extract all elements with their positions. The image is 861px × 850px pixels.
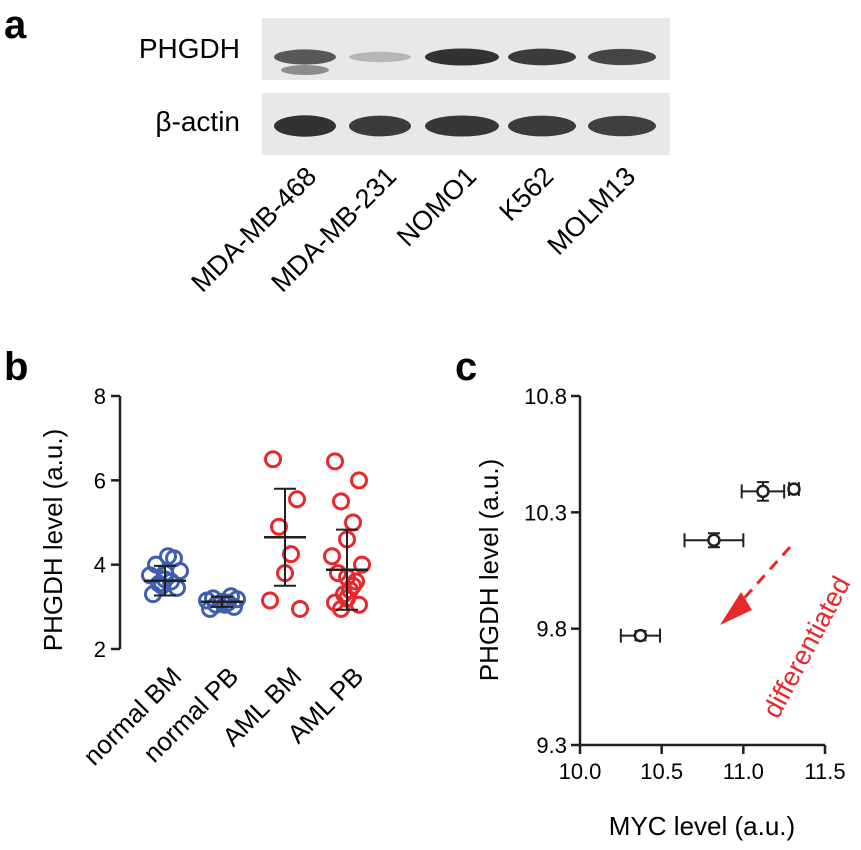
y-tick-label-c-2: 10.3 bbox=[524, 500, 567, 525]
y-axis-label-c: PHGDH level (a.u.) bbox=[474, 459, 504, 682]
panel-a-letter: a bbox=[4, 3, 27, 47]
y-tick-label-b-6: 6 bbox=[94, 468, 106, 493]
data-point-c-3 bbox=[756, 484, 770, 499]
band-phgdh-1 bbox=[274, 49, 336, 65]
lane-label-4: K562 bbox=[493, 161, 559, 227]
annotation-label: differentiated bbox=[757, 571, 857, 722]
lane-label-3: NOMO1 bbox=[391, 161, 482, 252]
data-point-b-3-1 bbox=[264, 450, 282, 469]
y-tick-label-b-2: 2 bbox=[94, 637, 106, 662]
blot-label-phgdh: PHGDH bbox=[139, 33, 240, 64]
data-point-b-3-6 bbox=[261, 591, 279, 610]
x-axis-label-c: MYC level (a.u.) bbox=[609, 811, 795, 841]
data-point-c-1 bbox=[633, 628, 648, 643]
band-phgdh-2 bbox=[349, 51, 411, 63]
band-actin-3 bbox=[425, 115, 499, 137]
data-point-b-4-3 bbox=[332, 492, 350, 511]
y-tick-label-b-4: 4 bbox=[94, 553, 106, 578]
blot-label-actin: β-actin bbox=[155, 106, 240, 137]
annotation-arrow-head bbox=[720, 592, 752, 625]
data-point-b-3-7 bbox=[291, 599, 309, 618]
data-point-b-4-8 bbox=[329, 564, 347, 583]
panel-c-letter: c bbox=[455, 345, 477, 389]
data-point-b-3-4 bbox=[282, 545, 300, 564]
panel-b-letter: b bbox=[4, 345, 28, 389]
y-tick-label-c-1: 9.8 bbox=[536, 617, 567, 642]
band-actin-2 bbox=[349, 115, 411, 137]
data-point-b-4-14 bbox=[350, 595, 368, 614]
band-phgdh-5 bbox=[588, 48, 656, 66]
data-point-c-2 bbox=[707, 533, 721, 548]
data-point-b-4-1 bbox=[326, 452, 344, 471]
blot-strip-phgdh bbox=[262, 18, 670, 80]
band-actin-1 bbox=[274, 115, 336, 137]
band-phgdh-3 bbox=[425, 48, 499, 66]
data-point-b-4-7 bbox=[353, 555, 371, 574]
blot-strip-actin bbox=[262, 93, 670, 155]
band-phgdh-secondary bbox=[281, 65, 329, 75]
data-point-b-3-2 bbox=[288, 490, 306, 509]
data-point-b-3-3 bbox=[270, 517, 288, 536]
x-tick-label-c-3: 11.5 bbox=[804, 759, 845, 784]
band-actin-4 bbox=[508, 115, 576, 137]
lane-label-5: MOLM13 bbox=[542, 161, 642, 261]
band-phgdh-4 bbox=[508, 48, 576, 66]
data-point-b-4-2 bbox=[350, 471, 368, 490]
y-tick-label-c-3: 10.8 bbox=[524, 384, 567, 409]
x-tick-label-c-2: 11.0 bbox=[723, 759, 764, 784]
data-point-c-4 bbox=[787, 482, 801, 496]
band-actin-5 bbox=[588, 115, 656, 137]
y-axis-label-b: PHGDH level (a.u.) bbox=[38, 429, 68, 652]
data-point-b-4-4 bbox=[344, 513, 362, 532]
x-tick-label-c-0: 10.0 bbox=[559, 759, 602, 784]
chart-c: 9.3 9.8 10.3 10.8 10.0 10.5 11.0 11.5 MYC level … bbox=[474, 384, 856, 841]
y-tick-label-c-0: 9.3 bbox=[536, 733, 567, 758]
data-point-b-1-11 bbox=[153, 576, 171, 595]
annotation-arrow-line bbox=[736, 545, 792, 607]
data-point-b-1-10 bbox=[159, 547, 177, 566]
x-tick-label-c-1: 10.5 bbox=[640, 759, 683, 784]
y-tick-label-b-8: 8 bbox=[94, 384, 106, 409]
data-point-b-4-6 bbox=[323, 547, 341, 566]
